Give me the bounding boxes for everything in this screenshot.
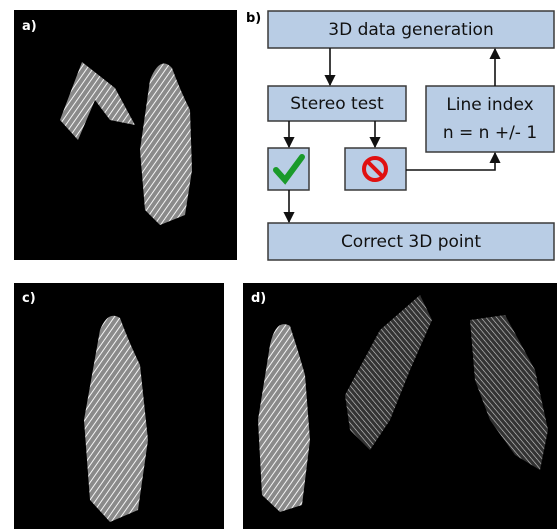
flow-label: Line index xyxy=(446,95,533,115)
panel-label: c) xyxy=(22,291,36,306)
figure: a) b) 3D data generation Stereo test Lin… xyxy=(0,0,557,529)
flow-label: 3D data generation xyxy=(328,20,493,40)
flow-label: Correct 3D point xyxy=(341,232,481,252)
panel-a-image xyxy=(14,10,237,260)
flow-label: n = n +/- 1 xyxy=(443,123,537,143)
flow-label: Stereo test xyxy=(290,94,384,114)
panel-label: b) xyxy=(246,11,261,26)
panel-label: a) xyxy=(22,19,37,34)
panel-label: d) xyxy=(251,291,266,306)
arrow xyxy=(406,153,495,170)
